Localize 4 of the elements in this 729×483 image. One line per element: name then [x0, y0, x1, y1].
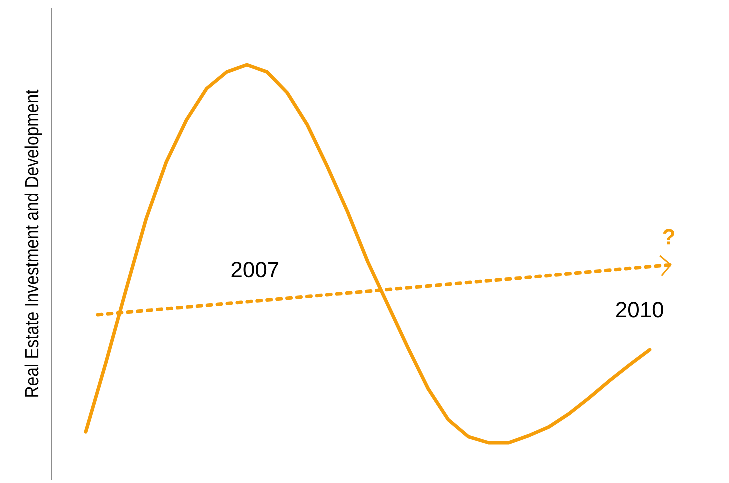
annotation: 2007	[232, 262, 279, 278]
annotation: 2010	[616, 302, 664, 318]
text: ?	[663, 229, 675, 245]
y-axis-title: Real Estate Investment and Development	[24, 90, 42, 397]
